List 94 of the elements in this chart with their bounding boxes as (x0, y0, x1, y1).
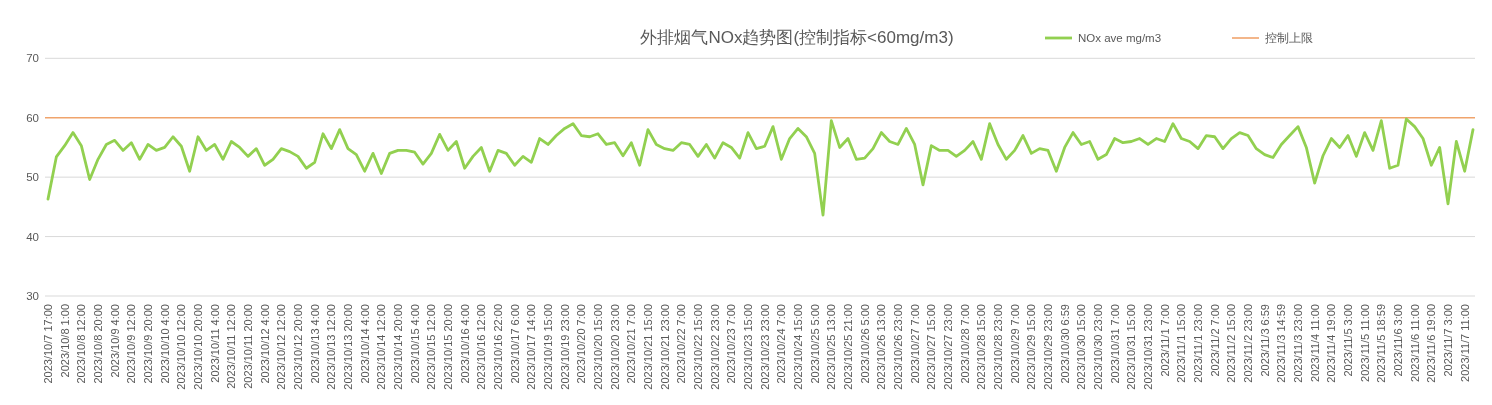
x-tick-label: 2023/10/20 7:00 (575, 304, 588, 384)
x-tick-label: 2023/10/21 7:00 (625, 304, 638, 384)
x-tick-label: 2023/10/11 20:00 (242, 304, 254, 389)
x-tick-label: 2023/10/12 12:00 (275, 304, 288, 390)
x-tick-label: 2023/10/8 1:00 (58, 304, 71, 378)
x-tick-label: 2023/10/17 14:00 (525, 304, 538, 390)
x-tick-label: 2023/10/22 15:00 (692, 304, 704, 390)
x-tick-label: 2023/10/27 23:00 (942, 304, 954, 390)
x-tick-label: 2023/11/3 14:59 (1275, 304, 1288, 383)
y-tick-label: 40 (26, 230, 39, 243)
x-tick-label: 2023/10/31 23:00 (1142, 304, 1154, 390)
x-tick-label: 2023/11/5 3:00 (1342, 304, 1354, 377)
x-tick-label: 2023/11/1 15:00 (1175, 304, 1188, 383)
x-tick-label: 2023/10/16 22:00 (492, 304, 504, 390)
x-tick-label: 2023/10/23 7:00 (725, 304, 738, 384)
x-tick-label: 2023/10/21 15:00 (642, 304, 654, 390)
x-tick-label: 2023/10/25 13:00 (825, 304, 838, 390)
x-tick-label: 2023/10/30 6:59 (1058, 304, 1071, 384)
x-tick-label: 2023/10/9 20:00 (142, 304, 154, 384)
x-tick-label: 2023/10/13 20:00 (342, 304, 354, 390)
x-tick-label: 2023/11/5 11:00 (1358, 304, 1371, 382)
x-tick-label: 2023/10/26 23:00 (892, 304, 904, 390)
x-tick-label: 2023/10/15 4:00 (408, 304, 421, 384)
y-tick-label: 60 (26, 111, 39, 124)
x-tick-label: 2023/11/5 18:59 (1375, 304, 1388, 383)
x-tick-label: 2023/10/10 12:00 (175, 304, 188, 390)
x-tick-label: 2023/10/15 20:00 (442, 304, 454, 390)
x-tick-label: 2023/10/30 23:00 (1092, 304, 1104, 390)
title: 外排烟气NOx趋势图(控制指标<60mg/m3) (640, 27, 954, 47)
x-tick-label: 2023/10/25 5:00 (808, 304, 821, 384)
x-tick-label: 2023/10/27 7:00 (908, 304, 921, 384)
x-tick-label: 2023/10/30 15:00 (1075, 304, 1088, 390)
x-tick-label: 2023/11/1 23:00 (1192, 304, 1204, 383)
y-tick-label: 30 (26, 290, 39, 302)
x-tick-label: 2023/11/4 19:00 (1325, 304, 1338, 383)
x-tick-label: 2023/11/3 6:59 (1258, 304, 1271, 377)
x-tick-label: 2023/11/2 7:00 (1208, 304, 1221, 377)
x-tick-label: 2023/11/7 11:00 (1458, 304, 1471, 382)
x-tick-label: 2023/10/24 15:00 (792, 304, 804, 390)
x-tick-label: 2023/10/16 4:00 (458, 304, 471, 384)
x-tick-label: 2023/11/6 19:00 (1425, 304, 1438, 383)
x-tick-label: 2023/10/29 7:00 (1008, 304, 1021, 384)
x-tick-label: 2023/11/4 11:00 (1308, 304, 1321, 382)
x-tick-label: 2023/10/20 15:00 (592, 304, 604, 390)
x-tick-label: 2023/10/11 4:00 (208, 304, 221, 383)
x-tick-label: 2023/11/6 11:00 (1408, 304, 1421, 382)
x-tick-label: 2023/10/26 5:00 (858, 304, 871, 384)
x-tick-label: 2023/10/22 7:00 (675, 304, 688, 384)
x-tick-label: 2023/10/26 13:00 (875, 304, 888, 390)
y-tick-label: 50 (26, 171, 39, 184)
x-tick-label: 2023/10/9 12:00 (125, 304, 138, 384)
x-tick-label: 2023/11/3 23:00 (1292, 304, 1304, 383)
x-tick-label: 2023/10/9 4:00 (108, 304, 121, 378)
x-tick-label: 2023/10/8 12:00 (75, 304, 88, 384)
x-tick-label: 2023/10/28 7:00 (958, 304, 971, 384)
x-tick-label: 2023/10/28 23:00 (992, 304, 1004, 390)
x-tick-label: 2023/10/7 17:00 (42, 304, 54, 384)
x-tick-label: 2023/10/14 4:00 (358, 304, 371, 384)
legend-label: 控制上限 (1265, 32, 1313, 44)
x-tick-label: 2023/10/10 4:00 (158, 304, 171, 384)
x-tick-label: 2023/10/17 6:00 (508, 304, 521, 384)
x-tick-label: 2023/11/7 3:00 (1442, 304, 1454, 377)
x-tick-label: 2023/10/14 20:00 (392, 304, 404, 390)
x-tick-label: 2023/10/27 15:00 (925, 304, 938, 390)
x-tick-label: 2023/11/1 7:00 (1158, 304, 1171, 377)
x-tick-label: 2023/10/23 23:00 (758, 304, 771, 390)
x-tick-label: 2023/10/16 12:00 (475, 304, 488, 390)
x-tick-label: 2023/10/29 15:00 (1025, 304, 1038, 390)
x-tick-label: 2023/10/12 4:00 (258, 304, 271, 384)
x-tick-label: 2023/10/12 20:00 (292, 304, 304, 390)
x-tick-label: 2023/10/25 21:00 (842, 304, 854, 390)
x-tick-label: 2023/10/20 23:00 (608, 304, 621, 390)
x-tick-label: 2023/10/19 15:00 (542, 304, 554, 390)
x-tick-label: 2023/11/2 23:00 (1242, 304, 1254, 383)
x-tick-label: 2023/10/19 23:00 (558, 304, 571, 390)
x-tick-label: 2023/10/13 12:00 (325, 304, 338, 390)
x-tick-label: 2023/10/23 15:00 (742, 304, 754, 390)
x-tick-label: 2023/10/11 12:00 (225, 304, 238, 389)
x-tick-label: 2023/10/29 23:00 (1042, 304, 1054, 390)
x-tick-label: 2023/10/13 4:00 (308, 304, 321, 384)
x-tick-label: 2023/10/8 20:00 (92, 304, 104, 384)
x-tick-label: 2023/10/22 23:00 (708, 304, 721, 390)
x-tick-label: 2023/10/10 20:00 (192, 304, 204, 390)
x-tick-label: 2023/11/6 3:00 (1392, 304, 1404, 377)
x-tick-label: 2023/10/31 15:00 (1125, 304, 1138, 390)
y-tick-label: 70 (26, 52, 39, 65)
x-tick-label: 2023/10/24 7:00 (775, 304, 788, 384)
legend-label: NOx ave mg/m3 (1078, 32, 1162, 44)
x-tick-label: 2023/10/15 12:00 (425, 304, 438, 390)
x-tick-label: 2023/10/31 7:00 (1108, 304, 1121, 384)
x-tick-label: 2023/10/14 12:00 (375, 304, 388, 390)
x-tick-label: 2023/10/21 23:00 (658, 304, 671, 390)
x-tick-label: 2023/10/28 15:00 (975, 304, 988, 390)
x-tick-label: 2023/11/2 15:00 (1225, 304, 1238, 383)
